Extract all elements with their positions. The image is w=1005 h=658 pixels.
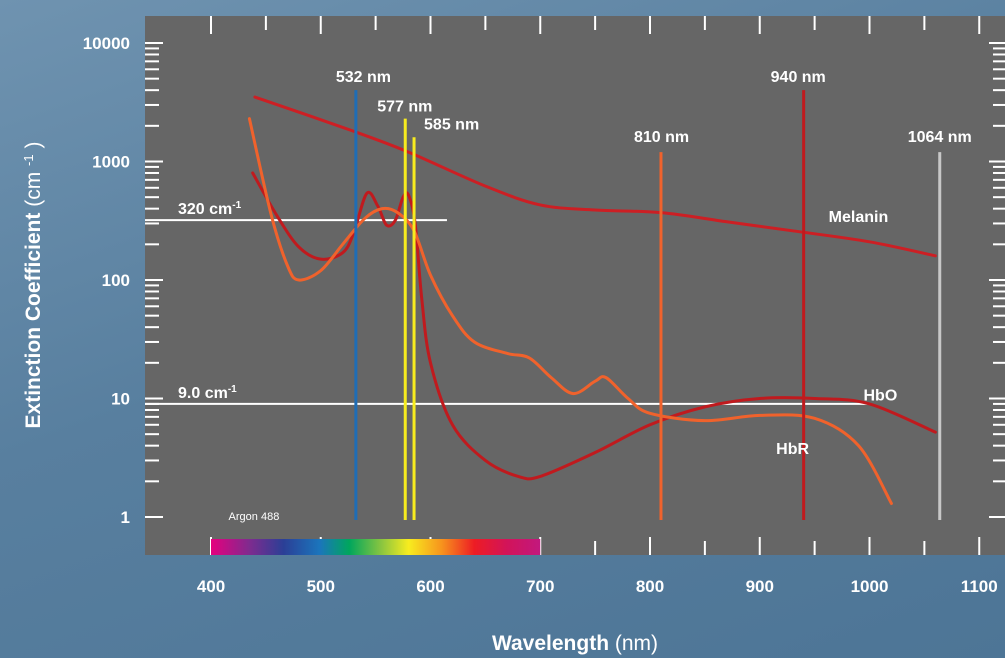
- spectrum-label: Argon 488: [229, 511, 280, 523]
- x-axis-title-bold: Wavelength: [492, 632, 609, 655]
- x-axis-title: Wavelength (nm): [492, 632, 658, 655]
- wavelength-label: 577 nm: [377, 99, 432, 116]
- x-axis-title-unit: (nm): [615, 632, 658, 655]
- series-hbo: [251, 171, 937, 481]
- x-tick-label: 900: [746, 577, 774, 596]
- x-tick-label: 600: [416, 577, 444, 596]
- y-axis-title-close: ): [22, 142, 45, 149]
- plot-area: [145, 16, 1005, 555]
- curve-labels: Melanin HbO HbR: [776, 209, 897, 458]
- y-tick-labels: 1 10 100 1000 10000: [83, 34, 130, 527]
- y-tick-label: 100: [102, 271, 130, 290]
- y-tick-label: 10000: [83, 34, 130, 53]
- series-melanin: [253, 95, 937, 258]
- y-axis-title-sup: -1: [21, 154, 36, 166]
- x-tick-label: 800: [636, 577, 664, 596]
- curve-label: HbR: [776, 441, 809, 458]
- curve-label: Melanin: [829, 209, 889, 226]
- y-axis-title-unit: (cm: [22, 172, 45, 207]
- y-tick-label: 1000: [92, 153, 130, 172]
- x-tick-label: 500: [307, 577, 335, 596]
- x-tick-label: 1100: [961, 577, 998, 596]
- x-tick-labels: 400 500 600 700 800 900 1000 1100: [197, 577, 998, 596]
- y-axis-title-bold: Extinction Coefficient: [22, 213, 45, 429]
- y-tick-label: 1: [121, 508, 130, 527]
- reference-line-label: 9.0 cm-1: [178, 384, 237, 402]
- y-tick-label: 10: [111, 390, 130, 409]
- series-hbr: [247, 117, 893, 505]
- wavelength-label: 585 nm: [424, 116, 479, 133]
- y-axis-title: Extinction Coefficient (cm -1 ): [15, 142, 45, 429]
- wavelength-label: 810 nm: [634, 129, 689, 146]
- wavelength-label: 1064 nm: [908, 129, 972, 146]
- x-tick-label: 1000: [851, 577, 889, 596]
- wavelength-label: 532 nm: [336, 69, 391, 86]
- reference-line-label: 320 cm-1: [178, 200, 242, 218]
- series-curves: [247, 95, 937, 505]
- curve-label: HbO: [864, 388, 898, 405]
- visible-spectrum-bar: [211, 539, 541, 555]
- x-tick-label: 400: [197, 577, 225, 596]
- x-tick-label: 700: [526, 577, 554, 596]
- wavelength-label: 940 nm: [771, 69, 826, 86]
